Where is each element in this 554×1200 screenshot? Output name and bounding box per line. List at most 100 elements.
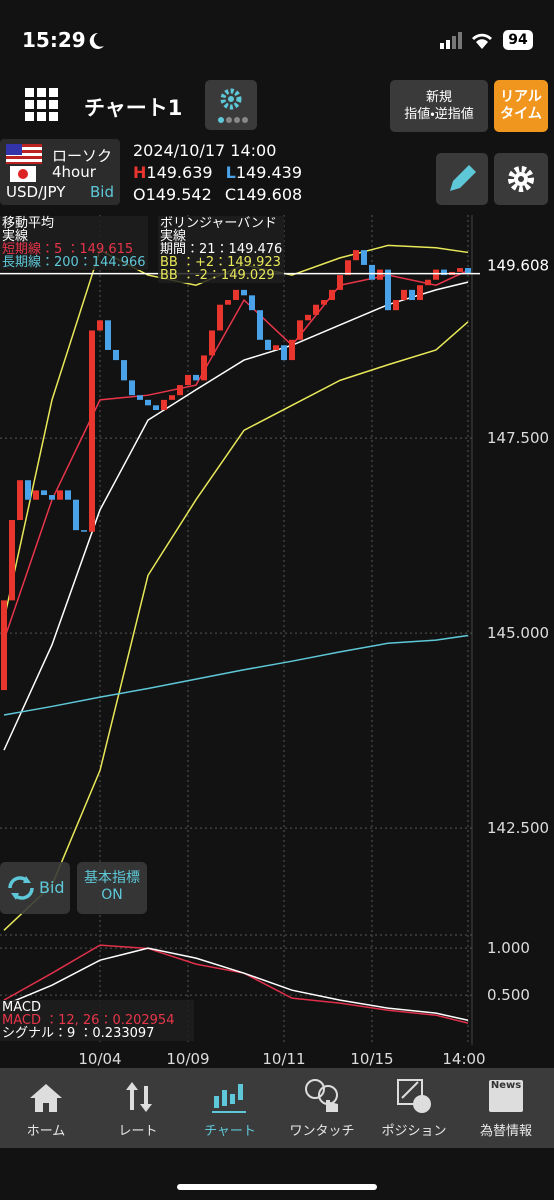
indicator-toggle[interactable]: 基本指標 ON xyxy=(77,862,147,914)
legend-ma-short: 短期線：5 ：149.615 xyxy=(2,242,134,257)
legend-title: ボリンジャーバンド xyxy=(160,216,277,231)
candle xyxy=(201,355,207,381)
battery: 94 xyxy=(503,30,533,50)
candle xyxy=(41,490,47,496)
ma-legend: 移動平均 実線 短期線：5 ：149.615 長期線：200：144.966 xyxy=(0,216,148,270)
candle xyxy=(81,530,87,532)
chart-title: チャート1 xyxy=(84,96,183,120)
legend-macd: MACD ：12, 26：0.202954 xyxy=(2,1013,175,1028)
macd-legend: MACD MACD ：12, 26：0.202954 シグナル：9 ：0.233… xyxy=(0,1000,194,1041)
y-tick-label: 147.500 xyxy=(487,429,549,447)
candle xyxy=(225,300,231,305)
indicator-line xyxy=(3,269,469,641)
new-order-button[interactable]: 新規 指値・逆指値 xyxy=(390,80,488,132)
x-tick-label: 10/04 xyxy=(78,1050,121,1068)
candle xyxy=(409,289,415,301)
candle xyxy=(345,260,351,276)
signal-wifi xyxy=(440,32,492,49)
h-label: H xyxy=(133,163,147,182)
tab-label: チャート xyxy=(204,1124,256,1139)
side: Bid xyxy=(90,183,114,201)
x-tick-label: 10/11 xyxy=(262,1050,305,1068)
tab-label: ワンタッチ xyxy=(289,1124,355,1139)
candle xyxy=(417,285,423,301)
y-tick-label: 145.000 xyxy=(487,624,549,642)
candle xyxy=(209,330,215,356)
y-tick-label: 0.500 xyxy=(487,986,530,1004)
tab-rate[interactable]: レート xyxy=(92,1068,184,1148)
candle xyxy=(377,269,383,280)
candle xyxy=(297,320,303,340)
legend-line: 実線 xyxy=(160,229,187,244)
tab-news[interactable]: News 為替情報 xyxy=(460,1068,552,1148)
y-tick-label: 1.000 xyxy=(487,939,530,957)
tab-bar xyxy=(0,1068,554,1148)
candle xyxy=(105,320,111,350)
settings-button[interactable] xyxy=(494,153,548,205)
c-label: C xyxy=(224,185,237,204)
low: 149.439 xyxy=(235,163,303,182)
tab-chart[interactable]: チャート xyxy=(184,1068,276,1148)
candle xyxy=(385,269,391,311)
tab-label: ホーム xyxy=(26,1124,66,1139)
candle xyxy=(97,320,103,331)
candle xyxy=(1,600,7,691)
legend-bb-up: BB ：+2：149.923 xyxy=(160,255,281,270)
candle xyxy=(329,289,335,301)
home-indicator xyxy=(177,1184,377,1190)
candle xyxy=(49,495,55,500)
tab-home[interactable]: ホーム xyxy=(0,1068,92,1148)
high: 149.639 xyxy=(146,163,213,182)
candle xyxy=(73,499,79,531)
pair: USD/JPY xyxy=(6,183,66,201)
tab-onetouch[interactable]: ワンタッチ xyxy=(276,1068,368,1148)
candle xyxy=(137,395,143,400)
candle xyxy=(425,279,431,286)
indicator-line xyxy=(3,321,469,931)
draw-button[interactable] xyxy=(436,153,488,205)
candle xyxy=(161,399,167,411)
legend-ma-long: 長期線：200：144.966 xyxy=(2,255,146,270)
o-label: O xyxy=(133,185,146,204)
tab-label: レート xyxy=(118,1124,158,1139)
candle xyxy=(233,289,239,301)
candle xyxy=(289,339,295,361)
legend-signal: シグナル：9 ：0.233097 xyxy=(2,1026,155,1041)
candle xyxy=(401,289,407,301)
candle xyxy=(337,275,343,290)
moon xyxy=(89,32,104,49)
candle xyxy=(313,304,319,315)
menu-grid[interactable] xyxy=(25,88,59,122)
candle xyxy=(9,520,15,601)
legend-title: 移動平均 xyxy=(2,216,55,231)
candle xyxy=(441,269,447,276)
candle xyxy=(57,490,63,500)
tab-position[interactable]: ポジション xyxy=(368,1068,460,1148)
candle xyxy=(177,385,183,396)
candle xyxy=(89,330,95,532)
label: リアル xyxy=(500,89,542,105)
candle xyxy=(145,399,151,406)
candle xyxy=(265,339,271,350)
candle xyxy=(65,490,71,500)
chart-settings[interactable] xyxy=(205,80,257,130)
open: 149.542 xyxy=(145,185,212,204)
x-tick-label: 10/15 xyxy=(350,1050,393,1068)
tab-label: ポジション xyxy=(381,1124,447,1139)
candle xyxy=(361,250,367,265)
symbol-box[interactable]: ローソク 4hour USD/JPY Bid xyxy=(0,139,120,205)
clock: 15:29 xyxy=(22,28,86,52)
realtime-button[interactable]: リアル タイム xyxy=(494,80,548,132)
l-label: L xyxy=(225,163,236,182)
legend-bb-mid: 期間：21：149.476 xyxy=(160,242,283,257)
candle xyxy=(249,295,255,311)
oc: O149.542 C149.608 xyxy=(133,185,302,204)
label: タイム xyxy=(500,106,542,122)
candle xyxy=(305,314,311,321)
label: 基本指標 xyxy=(84,870,140,886)
bid-toggle[interactable]: Bid xyxy=(0,862,70,914)
candle xyxy=(433,269,439,280)
candle xyxy=(465,268,471,274)
